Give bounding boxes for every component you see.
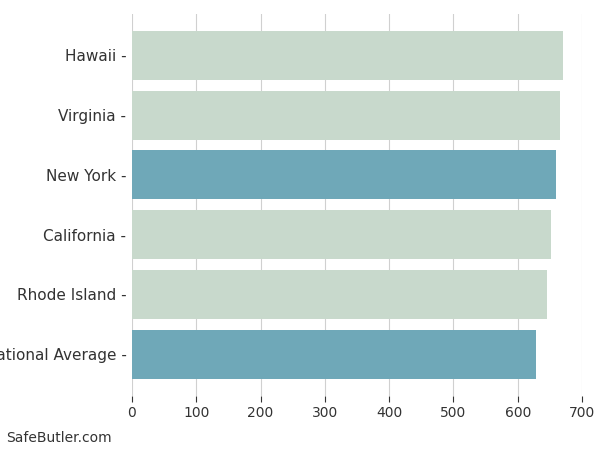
Text: SafeButler.com: SafeButler.com bbox=[6, 432, 112, 446]
Bar bbox=[132, 210, 551, 259]
Bar bbox=[132, 31, 563, 80]
Bar bbox=[132, 90, 560, 140]
Bar bbox=[132, 270, 547, 319]
Bar bbox=[132, 329, 536, 378]
Bar bbox=[132, 150, 556, 199]
